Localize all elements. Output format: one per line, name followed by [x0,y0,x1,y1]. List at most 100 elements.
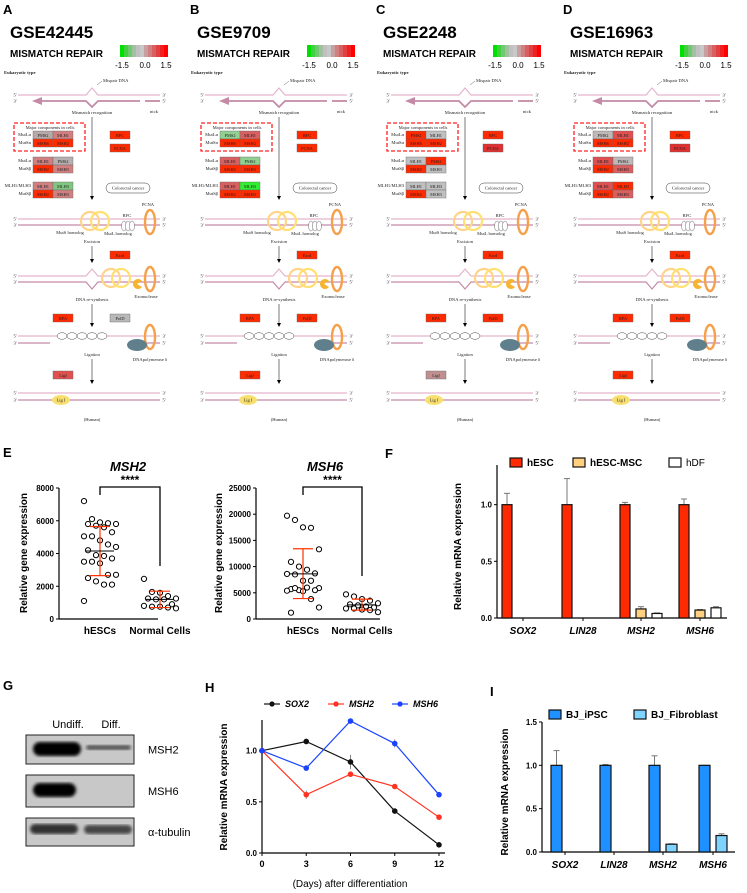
pcna-ring [703,323,717,351]
color-scale-tick: 1.5 [347,61,359,70]
muts-homolog-label: MutS homolog [243,230,271,235]
complex-label: MutSα [18,140,31,145]
legend-marker [269,701,275,707]
exonuclease-label: Exonuclease [134,294,157,299]
gene-box-msh2 [52,138,74,148]
data-point [172,605,180,612]
color-scale-segment [343,45,347,57]
x-tick-label: 6 [348,859,353,869]
strand-end-label: 3' [386,280,389,285]
gene-box-label: PMS2 [411,133,422,138]
gene-box-label: MLH1 [410,159,422,164]
data-point [108,581,116,588]
color-scale-segment [704,45,708,57]
y-axis-label: Relative mRNA expression [500,729,511,856]
x-tick-label: Normal Cells [129,626,191,637]
gene-box-msh3 [239,189,261,199]
y-tick-label: 1.5 [526,718,538,727]
rfc-subunit [502,220,508,232]
color-scale-segment [696,45,700,57]
gene-box-label: MSH6 [410,141,423,146]
gene-box-label: MSH3 [430,192,443,197]
gene-box-rfc [669,130,691,140]
data-point [84,547,92,554]
chart-title: MSH6 [307,459,344,474]
dataset-title: GSE2248 [383,23,457,42]
gene-box-pold [669,313,691,323]
gene-box-label: RPA [619,316,628,321]
lig1-protein [612,395,630,405]
exonuclease-icon [320,279,329,289]
strand-end-label: 3' [349,274,352,279]
bar-bj_ipsc [698,764,711,853]
rpa-protein [96,332,108,340]
pcna-label: PCNA [515,202,528,207]
gene-box-label: PolD [302,316,311,321]
complex-label: MutLα [205,158,218,163]
gene-box-pold [296,313,318,323]
x-tick-label: LIN28 [569,626,597,637]
legend-label: hDF [686,458,705,469]
y-tick-label: 8000 [36,484,54,493]
gene-box-rfc [482,130,504,140]
complex-label: MutSα [578,140,591,145]
excision-label: Excision [457,239,474,244]
complex-label: MutLα [18,132,31,137]
exonuclease-icon [506,279,515,289]
complex-label: MLH1/MLH3 [565,183,592,188]
gene-box-label: PCNA [114,146,127,151]
gene-box-label: MSH2 [597,192,609,197]
complex-label: MutSβ [205,166,218,171]
muts-ring [100,267,122,289]
pcna-label: PCNA [329,202,342,207]
y-tick-label: 25000 [229,484,252,493]
pcna-ring [516,323,530,351]
panel-label: A [3,2,13,17]
dna-resynthesis-label: DNA re-synthesis [76,297,109,302]
color-scale-segment [319,45,323,57]
arrow-down-icon [277,323,281,327]
panel-label: B [190,2,199,17]
exonuclease-label: Exonuclease [321,294,344,299]
legend-label: MSH2 [349,699,374,709]
gene-box-label: MSH2 [37,192,49,197]
data-point [108,529,116,536]
data-point [172,595,180,602]
bar-hesc [678,504,690,619]
arrowhead-icon [592,97,602,105]
complex-label: MutLα [391,158,404,163]
legend-swatch [548,709,562,720]
strand-end-label: 3' [573,341,576,346]
lig1-protein [52,395,70,405]
bar-hesc [501,504,513,619]
y-tick-label: 1.0 [246,747,258,756]
strand-end-label: 5' [535,223,538,228]
color-scale-segment [327,45,331,57]
gene-box-label: MSH2 [224,167,236,172]
rpa-protein [636,332,648,340]
rpa-protein [449,332,461,340]
gene-box-label: MSH2 [617,141,629,146]
major-components-label: Major components in cells [399,125,448,130]
dna-strand [578,268,720,277]
lig1-protein-label: Lig I [56,398,66,403]
strand-end-label: 3' [13,398,16,403]
colorectal-cancer-label: Colorectal cancer [112,186,145,191]
strand-end-label: 3' [573,280,576,285]
y-tick-label: 1.0 [526,761,538,770]
gene-box-label: RFC [676,133,684,138]
x-tick-label: hESCs [287,626,320,637]
rpa-protein [646,332,658,340]
strand-end-label: 5' [162,341,165,346]
complex-label: MutSβ [578,166,591,171]
data-point [303,791,310,798]
gene-box-label: MSH2 [430,141,442,146]
rpa-protein [253,332,265,340]
panel-label: H [205,680,214,695]
gene-box-label: MLH3 [617,184,630,189]
strand-end-label: 5' [386,217,389,222]
colorectal-cancer-label: Colorectal cancer [485,186,518,191]
color-scale-segment [708,45,712,57]
gene-box-label: PCNA [674,146,687,151]
data-point [104,520,112,527]
